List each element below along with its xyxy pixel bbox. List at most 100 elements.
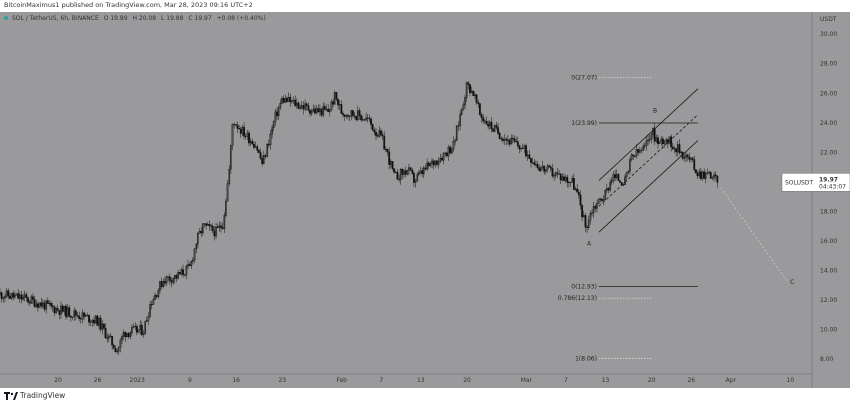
candle [607, 187, 610, 194]
candle [530, 157, 532, 168]
candle [483, 118, 486, 124]
tradingview-brand-text: TradingView [20, 391, 66, 400]
candle [688, 152, 691, 163]
candle [612, 171, 615, 184]
candle [251, 138, 254, 145]
candle [187, 259, 189, 270]
candle [243, 122, 245, 140]
x-tick-label: 16 [232, 377, 240, 384]
candle [520, 147, 523, 152]
candle [129, 331, 132, 340]
candle [352, 109, 354, 118]
candle [515, 136, 518, 143]
candle [347, 114, 349, 120]
candle [676, 140, 679, 157]
candle [576, 184, 579, 193]
candle [167, 276, 170, 282]
candle [696, 170, 699, 179]
candle [683, 153, 686, 162]
candle [220, 221, 222, 233]
candle [201, 223, 204, 236]
candle [38, 302, 41, 308]
candle [91, 318, 94, 327]
candle [426, 158, 429, 172]
candle [505, 137, 508, 145]
candle [633, 155, 636, 158]
candle [13, 291, 16, 300]
candle [614, 169, 617, 182]
candle [259, 148, 262, 161]
candle [246, 129, 249, 141]
candle [111, 335, 114, 350]
candle [48, 300, 51, 307]
candle [441, 155, 443, 161]
candle [497, 122, 499, 136]
candle [2, 296, 5, 303]
candle [63, 305, 66, 316]
candle [65, 304, 67, 320]
candle [253, 141, 255, 150]
candle [234, 124, 237, 126]
candle [325, 104, 328, 112]
candle [691, 156, 694, 162]
candle [535, 160, 537, 168]
candle [322, 102, 325, 118]
candle [704, 171, 707, 184]
candle [248, 130, 250, 147]
candle [88, 314, 90, 326]
candle [309, 109, 311, 117]
candle [635, 144, 638, 159]
footer-bar: TradingView [0, 388, 850, 404]
candle [551, 163, 554, 179]
candle [665, 137, 668, 145]
fib-level-label: 0.786(12.13) [558, 295, 597, 302]
candle [630, 153, 633, 162]
candle [488, 120, 491, 130]
candle [254, 141, 257, 148]
legend-high-label: H [132, 15, 137, 22]
candle [297, 101, 300, 110]
candle [226, 180, 229, 202]
candle [281, 96, 283, 104]
candle [211, 223, 214, 234]
price-tag-price: 19.97 [819, 176, 838, 183]
candle [516, 136, 519, 149]
candle [106, 333, 109, 343]
candle [328, 108, 331, 117]
candle [239, 126, 242, 138]
candle [43, 299, 46, 312]
fib-level-label: 0(12.93) [571, 283, 597, 290]
candle [388, 147, 391, 170]
candle [434, 160, 437, 168]
candle [162, 278, 165, 289]
candle [619, 180, 621, 183]
candle [462, 101, 465, 111]
candle [78, 311, 81, 322]
candle [213, 226, 216, 241]
candle [50, 300, 53, 310]
candle [685, 151, 687, 163]
candle [380, 128, 382, 137]
candle [386, 148, 389, 156]
candle [17, 289, 20, 299]
candle [472, 90, 475, 96]
publisher-bar: BitcoinMaximus1 published on TradingView… [0, 0, 850, 12]
candle [289, 93, 292, 107]
candle [192, 256, 194, 265]
candle [523, 144, 526, 154]
candle [180, 267, 183, 276]
candle [652, 127, 654, 139]
candle [61, 304, 64, 314]
candle [140, 321, 143, 337]
candle [203, 223, 206, 228]
publisher-line: BitcoinMaximus1 published on TradingView… [4, 1, 253, 9]
y-tick-label: 26.00 [820, 90, 837, 97]
y-tick-label: 22.00 [820, 149, 837, 156]
candle [122, 329, 125, 340]
candle [701, 170, 704, 181]
candle [12, 290, 15, 301]
candle [452, 136, 455, 153]
price-chart[interactable]: 0(27.07) 1(23.99) 0(12.93) 0.786(12.13) 1(8.… [0, 12, 850, 388]
candle [233, 122, 236, 129]
candle [147, 312, 150, 325]
